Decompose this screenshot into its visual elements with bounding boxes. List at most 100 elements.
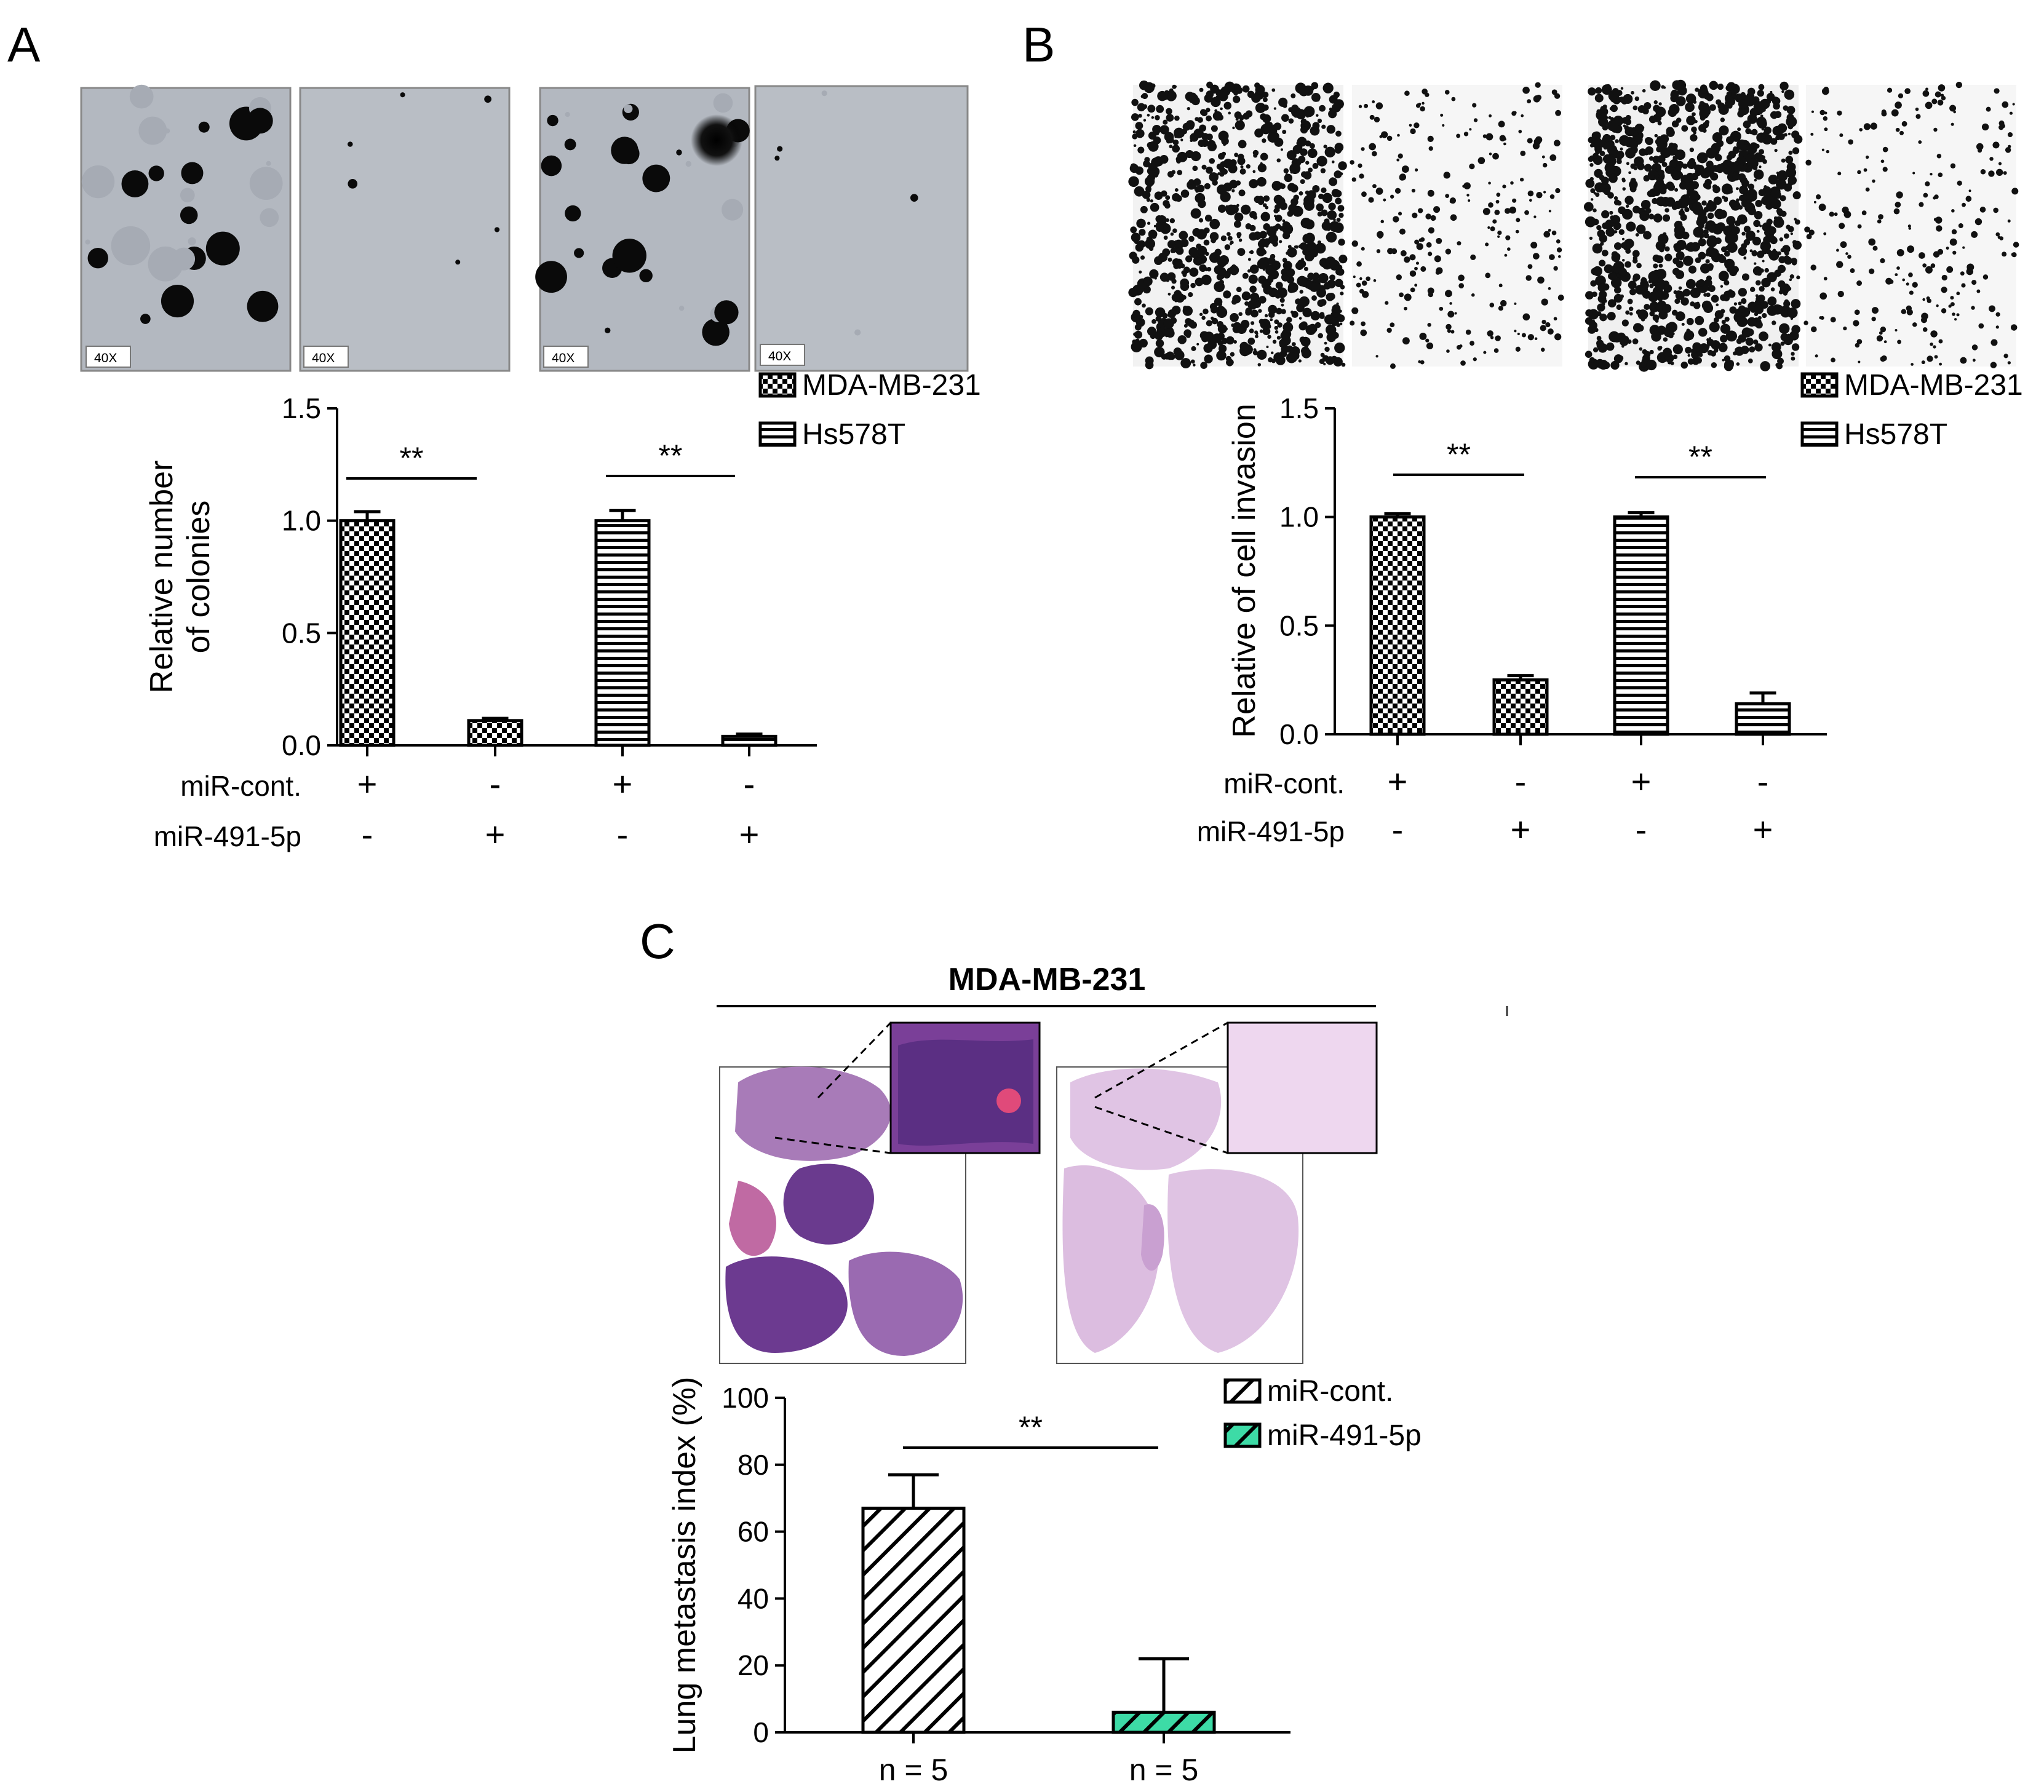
invading-cell: [1690, 287, 1701, 298]
invading-cell: [1532, 142, 1540, 149]
colony-dot: [111, 226, 151, 266]
invading-cell: [1232, 295, 1241, 304]
colony-dot: [676, 149, 682, 156]
invading-cell: [1664, 246, 1670, 252]
invading-cell: [1700, 86, 1708, 94]
invading-cell: [1390, 322, 1395, 328]
invading-cell: [1171, 285, 1175, 290]
invading-cell: [1681, 125, 1688, 132]
invading-cell: [1700, 168, 1711, 179]
invading-cell: [1599, 234, 1608, 243]
invading-cell: [1369, 143, 1376, 151]
invading-cell: [1128, 287, 1138, 298]
invading-cell: [1912, 172, 1915, 175]
legend-label: miR-491-5p: [1267, 1419, 1422, 1452]
invading-cell: [1930, 173, 1933, 176]
invading-cell: [1727, 242, 1738, 253]
invading-cell: [1135, 122, 1143, 130]
invading-cell: [1257, 240, 1267, 248]
invading-cell: [1702, 128, 1707, 133]
invading-cell: [1644, 164, 1652, 172]
invading-cell: [1790, 317, 1794, 320]
invading-cell: [1949, 238, 1957, 246]
invading-cell: [1738, 99, 1749, 109]
invading-cell: [1251, 93, 1261, 103]
invading-cell: [1553, 140, 1561, 147]
invading-cell: [1794, 218, 1797, 221]
invading-cell: [1990, 339, 1998, 346]
y-tick-label: 1.5: [282, 392, 321, 424]
invading-cell: [1597, 283, 1607, 292]
invading-cell: [1298, 359, 1302, 363]
invading-cell: [1361, 247, 1365, 251]
invading-cell: [1549, 254, 1555, 260]
invading-cell: [1340, 258, 1343, 262]
invading-cell: [1381, 131, 1388, 138]
invading-cell: [1258, 309, 1262, 313]
invading-cell: [1898, 251, 1901, 254]
invading-cell: [1784, 89, 1795, 100]
invading-cell: [1519, 178, 1524, 182]
invading-cell: [1723, 107, 1726, 110]
invading-cell: [1863, 123, 1871, 130]
invading-cell: [1815, 354, 1818, 358]
invading-cell: [1262, 203, 1267, 208]
invading-cell: [1236, 204, 1239, 207]
invading-cell: [1666, 128, 1675, 137]
invading-cell: [1741, 217, 1748, 224]
invading-cell: [1595, 169, 1603, 176]
invading-cell: [1425, 213, 1431, 220]
invading-cell: [1701, 200, 1707, 206]
colony-micrograph-group: 40X 40X 40X 40X: [80, 84, 969, 372]
bar: [1613, 515, 1669, 736]
invading-cell: [1667, 183, 1676, 191]
invading-cell: [1191, 97, 1200, 106]
invading-cell: [1374, 116, 1380, 123]
invading-cell: [1509, 206, 1517, 214]
invading-cell: [1199, 87, 1204, 92]
invading-cell: [1764, 268, 1769, 273]
invading-cell: [1338, 161, 1347, 170]
invading-cell: [1676, 117, 1682, 123]
invading-cell: [1414, 266, 1418, 271]
invading-cell: [1309, 143, 1315, 149]
invading-cell: [1784, 256, 1792, 265]
invading-cell: [1710, 172, 1719, 181]
invading-cell: [1775, 135, 1781, 141]
invading-cell: [1472, 103, 1477, 108]
invading-cell: [1724, 280, 1730, 286]
invading-cell: [1687, 358, 1695, 365]
invading-cell: [1690, 242, 1700, 252]
colony-dot: [691, 114, 742, 166]
invading-cell: [1487, 226, 1490, 229]
invading-cell: [1337, 314, 1345, 323]
invading-cell: [1425, 338, 1430, 343]
invading-cell: [1329, 221, 1340, 232]
invading-cell: [1732, 206, 1735, 209]
invading-cell: [1872, 245, 1878, 251]
bar: [339, 519, 396, 747]
invading-cell: [1147, 221, 1151, 225]
invading-cell: [1824, 127, 1828, 132]
invading-cell: [1248, 274, 1258, 284]
invading-cell: [1625, 310, 1630, 315]
invading-cell: [1585, 291, 1594, 299]
invading-cell: [1954, 318, 1957, 321]
invading-cell: [1961, 283, 1966, 288]
invading-cell: [1266, 323, 1271, 329]
legend-label: Hs578T: [1844, 418, 1947, 451]
invading-cell: [1881, 111, 1887, 117]
invading-cell: [1190, 282, 1196, 288]
invading-cell: [1707, 349, 1714, 356]
colony-dot: [205, 231, 240, 266]
invading-cell: [1281, 309, 1286, 314]
invading-cell: [1201, 133, 1208, 139]
invading-cell: [1643, 231, 1652, 240]
invading-cell: [1685, 245, 1690, 251]
invading-cell: [1316, 156, 1327, 167]
invading-cell: [1706, 147, 1717, 159]
invading-cell: [1351, 307, 1359, 314]
invading-cell: [1706, 292, 1711, 298]
invading-cell: [1216, 307, 1228, 319]
invading-cell: [1663, 232, 1667, 236]
